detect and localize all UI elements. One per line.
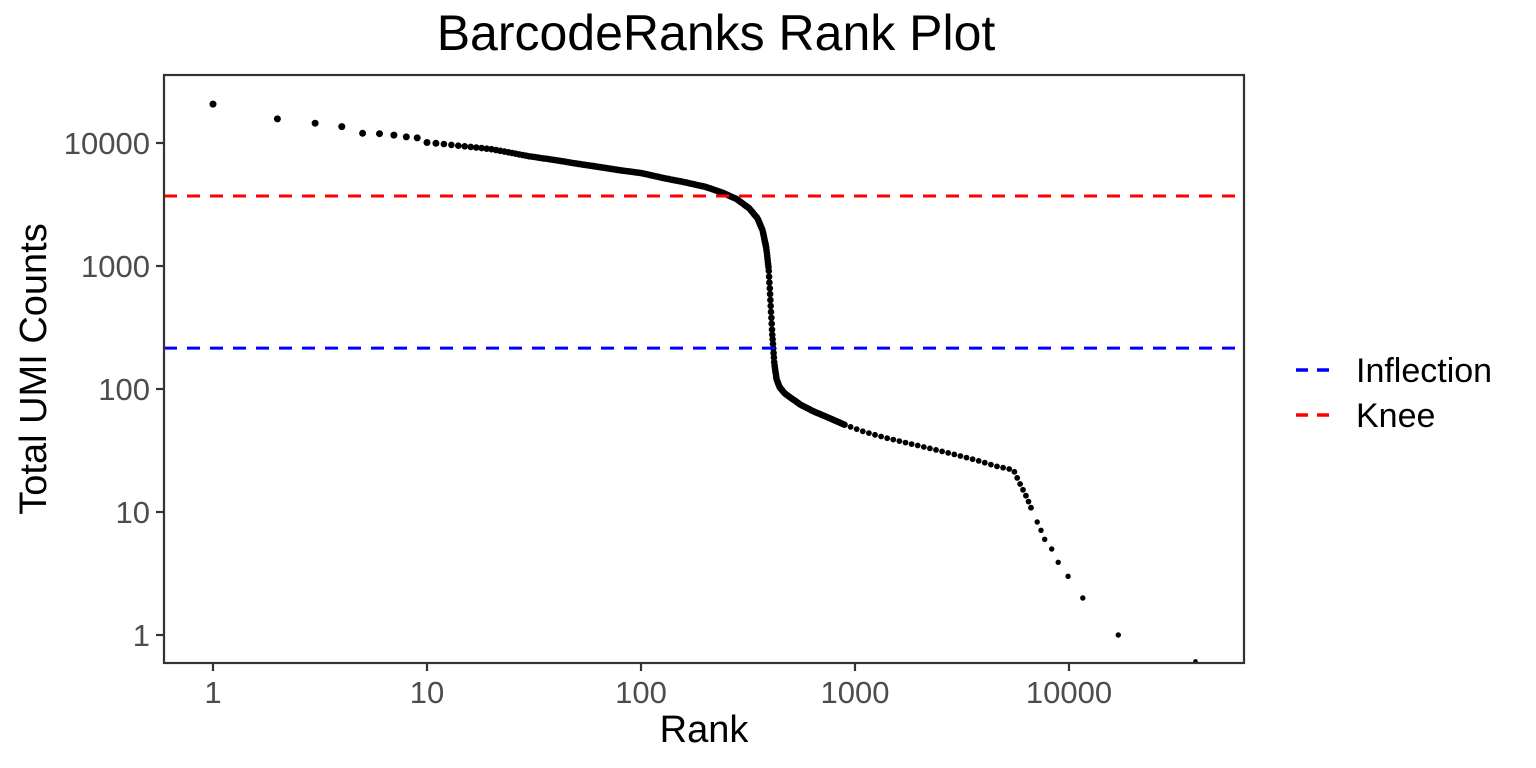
- x-tick-label: 10: [410, 675, 444, 710]
- x-tick-label: 100: [615, 675, 667, 710]
- y-tick-label: 1: [133, 618, 150, 653]
- y-axis-title: Total UMI Counts: [13, 223, 55, 514]
- y-tick-label: 1000: [81, 249, 150, 284]
- legend-label-inflection: Inflection: [1356, 352, 1492, 390]
- plot-title: BarcodeRanks Rank Plot: [437, 5, 996, 61]
- y-tick-label: 10: [116, 495, 150, 530]
- x-tick-label: 1000: [821, 675, 890, 710]
- panel-border: [162, 73, 1246, 665]
- x-axis-title: Rank: [660, 709, 750, 751]
- scatter-points: [209, 100, 1198, 663]
- legend-label-knee: Knee: [1356, 397, 1435, 435]
- y-tick-label: 100: [98, 372, 150, 407]
- y-tick-label: 10000: [64, 126, 150, 161]
- x-tick-label: 10000: [1026, 675, 1112, 710]
- x-tick-label: 1: [204, 675, 221, 710]
- legend: Inflection Knee: [1296, 352, 1492, 435]
- axes-layer: 1 10 100 1000 10000 1 10 100 1000 10000: [64, 73, 1246, 710]
- plot-data-layer: [164, 100, 1244, 663]
